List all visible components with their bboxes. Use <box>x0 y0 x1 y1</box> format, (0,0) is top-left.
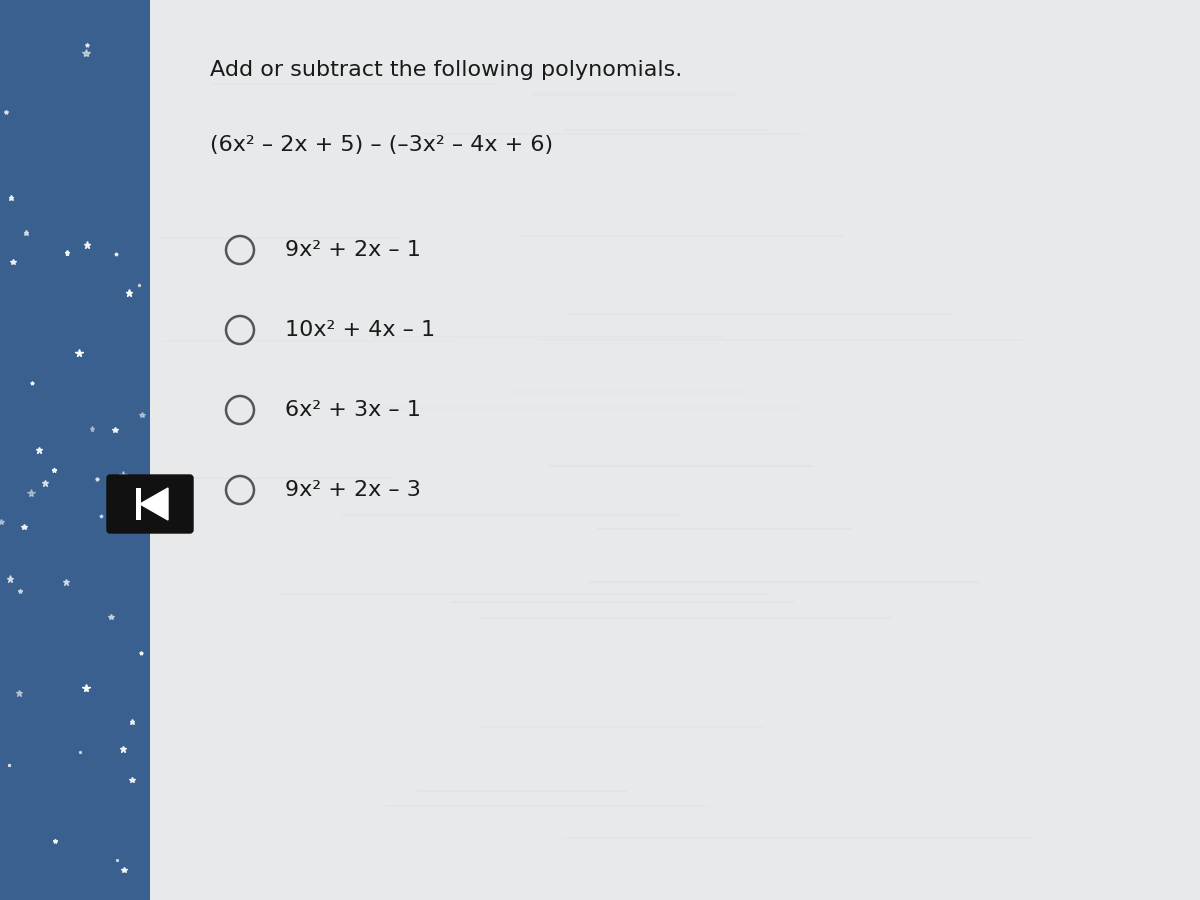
FancyBboxPatch shape <box>150 0 1200 900</box>
FancyBboxPatch shape <box>136 488 142 520</box>
Text: 9x² + 2x – 3: 9x² + 2x – 3 <box>286 480 421 500</box>
Polygon shape <box>140 488 168 520</box>
Text: 9x² + 2x – 1: 9x² + 2x – 1 <box>286 240 421 260</box>
FancyBboxPatch shape <box>107 475 193 533</box>
Text: (6x² – 2x + 5) – (–3x² – 4x + 6): (6x² – 2x + 5) – (–3x² – 4x + 6) <box>210 135 553 155</box>
Text: 6x² + 3x – 1: 6x² + 3x – 1 <box>286 400 421 420</box>
Text: 10x² + 4x – 1: 10x² + 4x – 1 <box>286 320 436 340</box>
Text: Add or subtract the following polynomials.: Add or subtract the following polynomial… <box>210 60 683 80</box>
